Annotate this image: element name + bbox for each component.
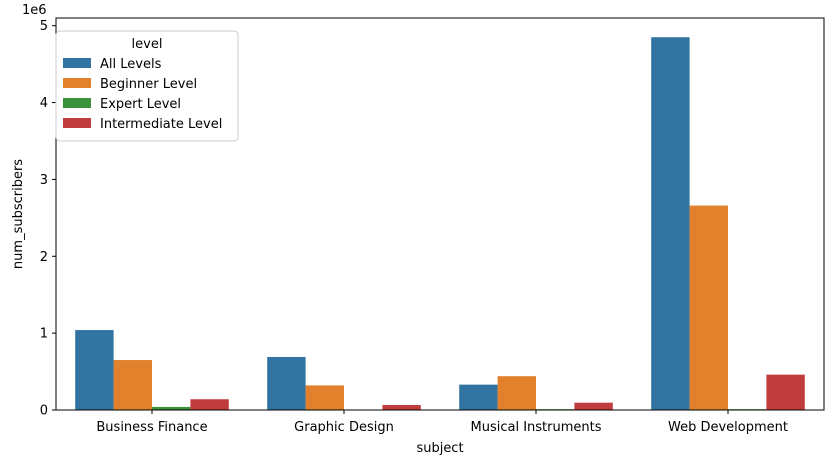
bar-graphic-design-intermediate-level bbox=[382, 405, 420, 410]
x-ticks: Business Finance Graphic Design Musical In… bbox=[96, 410, 788, 435]
bar-web-development-intermediate-level bbox=[766, 375, 804, 410]
x-tick-label: Musical Instruments bbox=[471, 420, 602, 435]
bar-business-finance-intermediate-level bbox=[190, 399, 228, 410]
x-axis-label: subject bbox=[416, 441, 463, 456]
legend-label-beginner-level: Beginner Level bbox=[100, 77, 197, 92]
bar-web-development-all-levels bbox=[651, 37, 689, 410]
legend-label-expert-level: Expert Level bbox=[100, 97, 181, 112]
bar-web-development-beginner-level bbox=[690, 206, 728, 410]
y-tick-label: 5 bbox=[40, 19, 48, 34]
legend-label-intermediate-level: Intermediate Level bbox=[100, 117, 222, 132]
legend-swatch-expert-level bbox=[63, 98, 91, 108]
y-axis-label: num_subscribers bbox=[11, 159, 26, 269]
y-tick-label: 0 bbox=[40, 404, 48, 419]
y-tick-label: 4 bbox=[40, 96, 48, 111]
bar-graphic-design-beginner-level bbox=[306, 385, 344, 410]
legend-swatch-all-levels bbox=[63, 58, 91, 68]
y-offset-label: 1e6 bbox=[22, 3, 47, 18]
x-tick-label: Web Development bbox=[668, 420, 788, 435]
bar-business-finance-beginner-level bbox=[114, 360, 152, 410]
legend-title: level bbox=[132, 37, 163, 52]
y-tick-label: 3 bbox=[40, 173, 48, 188]
bar-graphic-design-all-levels bbox=[267, 357, 305, 410]
x-tick-label: Graphic Design bbox=[294, 420, 394, 435]
legend-swatch-intermediate-level bbox=[63, 118, 91, 128]
y-tick-label: 2 bbox=[40, 250, 48, 265]
legend: level All Levels Beginner Level Expert Lev… bbox=[56, 31, 238, 141]
y-tick-label: 1 bbox=[40, 327, 48, 342]
legend-label-all-levels: All Levels bbox=[100, 57, 162, 72]
bar-business-finance-all-levels bbox=[75, 330, 113, 410]
legend-swatch-beginner-level bbox=[63, 78, 91, 88]
y-ticks: 0 1 2 3 4 5 bbox=[40, 19, 56, 418]
bar-musical-instruments-beginner-level bbox=[498, 376, 536, 410]
x-tick-label: Business Finance bbox=[96, 420, 207, 435]
bar-musical-instruments-all-levels bbox=[459, 385, 497, 410]
bar-musical-instruments-intermediate-level bbox=[574, 403, 612, 410]
